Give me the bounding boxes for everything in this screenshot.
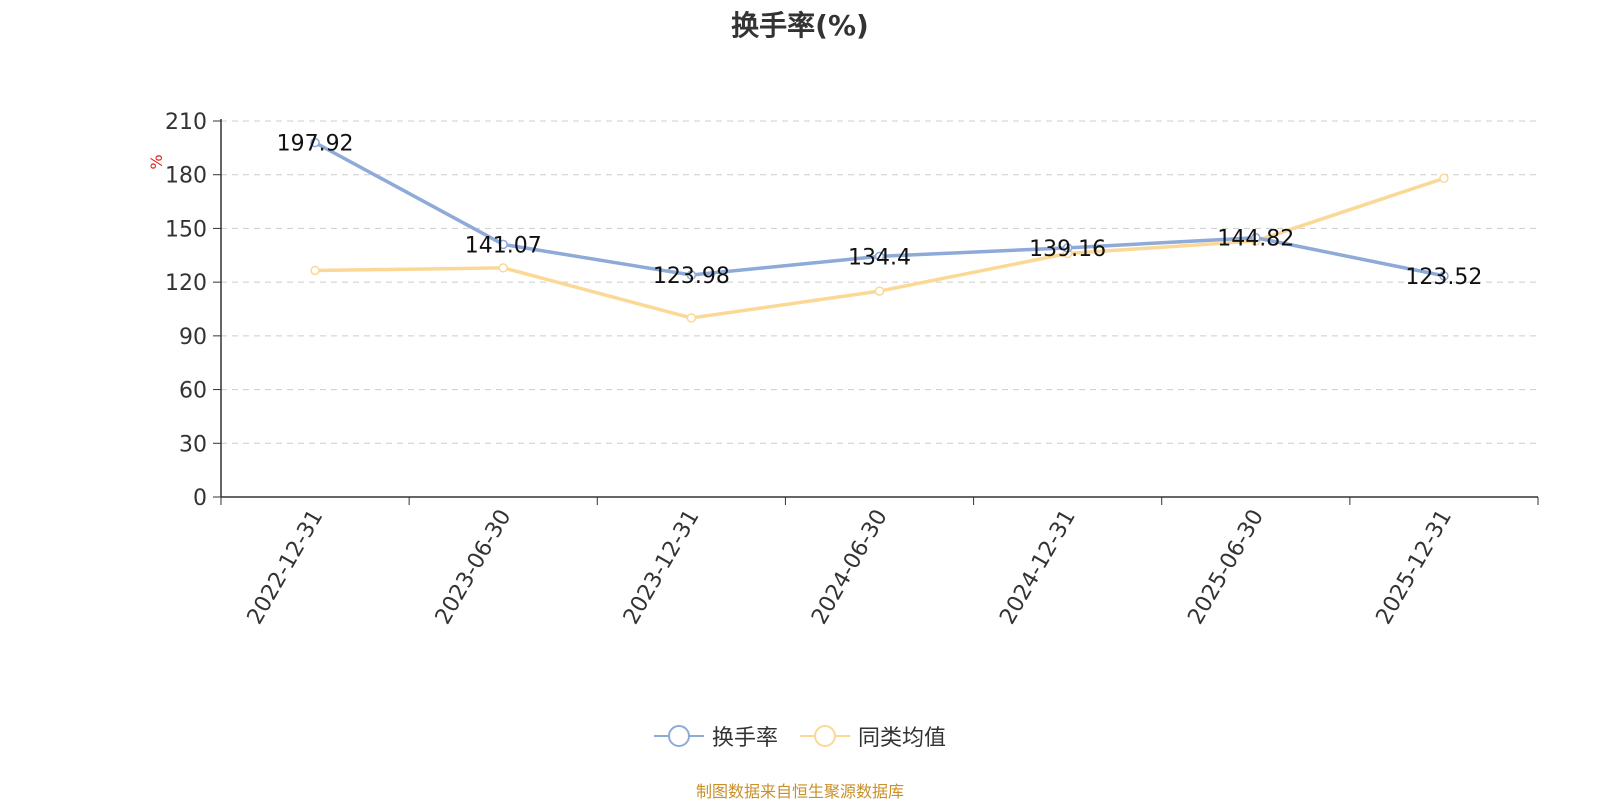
series-point-1 [310, 137, 320, 148]
legend-label-series1: 换手率 [711, 726, 778, 751]
x-tick-label: 2025-06-30 [1183, 506, 1269, 629]
legend-item-series2[interactable]: 同类均值 [800, 720, 946, 752]
y-axis-label: % [147, 154, 166, 169]
legend-marker-series2-icon [800, 725, 850, 747]
y-tick-label: 30 [179, 432, 207, 457]
data-label: 144.82 [1217, 227, 1294, 252]
y-tick-label: 0 [193, 486, 207, 511]
series-point-1 [874, 251, 885, 262]
chart-title: 换手率(%) [731, 9, 869, 42]
y-tick-label: 180 [165, 164, 207, 189]
legend-label-series2: 同类均值 [858, 726, 947, 751]
data-label: 134.4 [848, 245, 911, 270]
data-label: 139.16 [1029, 237, 1106, 262]
y-tick-label: 210 [165, 110, 207, 135]
data-label: 123.52 [1405, 265, 1482, 290]
data-label: 141.07 [465, 233, 542, 258]
series-point-2 [874, 286, 885, 296]
y-tick-label: 90 [179, 325, 207, 350]
series-point-2 [1439, 173, 1449, 184]
data-label: 123.98 [653, 264, 730, 289]
y-tick-label: 120 [165, 271, 207, 296]
x-tick-label: 2024-12-31 [995, 506, 1081, 629]
series-point-1 [1062, 243, 1073, 253]
series-point-1 [1439, 271, 1449, 281]
x-tick-label: 2023-12-31 [619, 506, 705, 629]
x-tick-label: 2025-12-31 [1372, 506, 1458, 629]
series-point-2 [310, 265, 320, 276]
y-tick-label: 150 [165, 217, 207, 242]
x-tick-label: 2023-06-30 [431, 506, 517, 629]
y-tick-label: 60 [179, 379, 207, 404]
legend: 换手率 同类均值 [0, 720, 1600, 752]
data-label: 197.92 [277, 132, 354, 157]
series-point-1 [498, 239, 508, 250]
legend-marker-series1-icon [653, 725, 704, 747]
x-tick-label: 2022-12-31 [243, 506, 329, 629]
x-tick-label: 2024-06-30 [807, 506, 893, 629]
legend-item-series1[interactable]: 换手率 [653, 720, 778, 752]
series-point-2 [498, 263, 508, 273]
source-note: 制图数据来自恒生聚源数据库 [695, 782, 904, 801]
series-point-1 [1251, 232, 1261, 243]
series-point-1 [686, 270, 697, 280]
series-point-2 [686, 313, 697, 323]
